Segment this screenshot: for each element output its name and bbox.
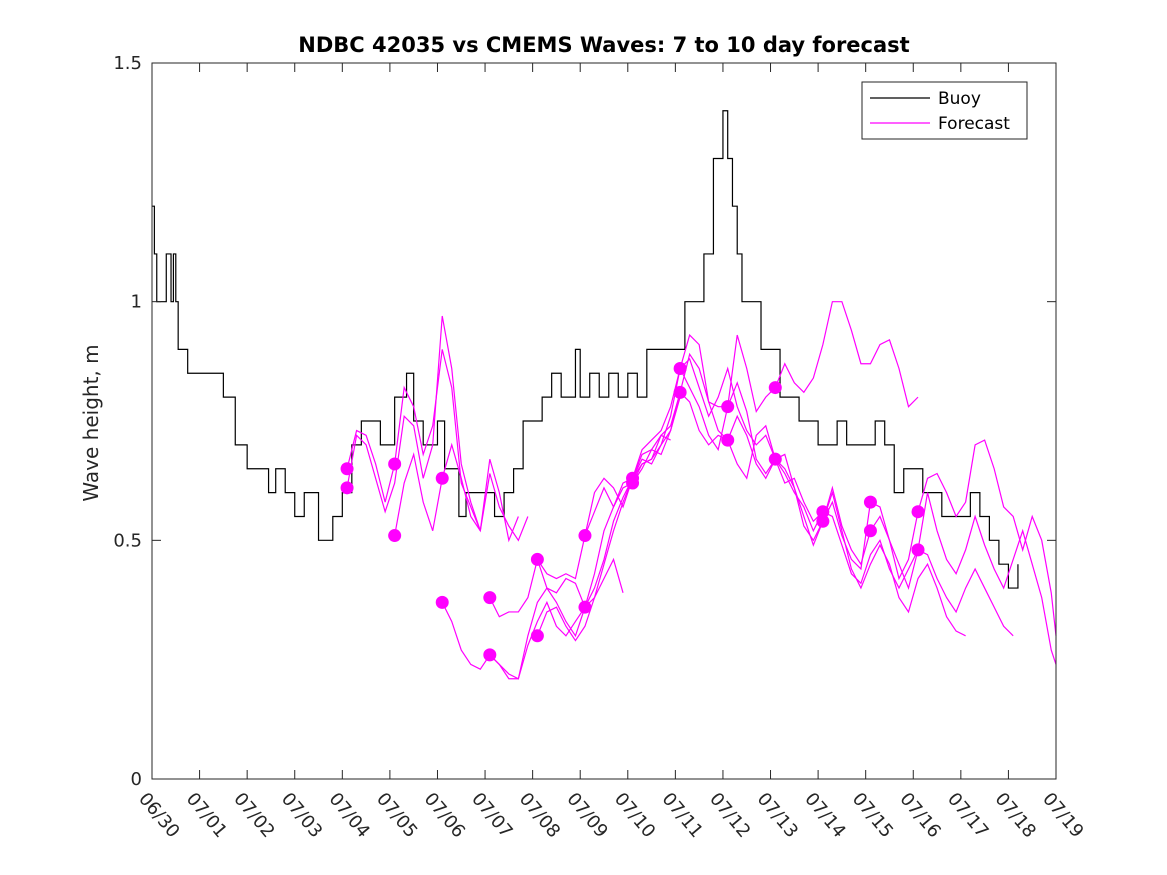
forecast-start-marker — [388, 529, 402, 543]
forecast-start-marker — [911, 543, 925, 557]
x-tick-label: 07/01 — [182, 789, 231, 842]
forecast-run-line-13 — [774, 458, 1014, 637]
forecast-start-marker — [435, 471, 449, 485]
x-tick-label: 07/03 — [277, 789, 326, 842]
forecast-run-line-5 — [489, 434, 671, 618]
x-tick-label: 07/15 — [848, 789, 897, 842]
forecast-run-line-10 — [632, 352, 872, 566]
forecast-start-marker — [863, 495, 877, 509]
forecast-start-marker — [483, 591, 497, 605]
x-tick-label: 07/09 — [562, 789, 611, 842]
legend: Buoy Forecast — [861, 81, 1028, 140]
forecast-start-marker — [483, 648, 497, 662]
forecast-start-marker — [911, 505, 925, 519]
forecast-start-marker — [863, 524, 877, 538]
forecast-start-marker — [530, 629, 544, 643]
forecast-run-line-3 — [394, 442, 529, 542]
axes-frame — [151, 62, 1057, 780]
x-tick-label: 07/16 — [895, 789, 944, 842]
forecast-start-marker — [340, 462, 354, 476]
forecast-run-line-12 — [727, 414, 966, 637]
plot-background — [152, 63, 1056, 779]
forecast-start-marker — [816, 505, 830, 519]
forecast-start-marker — [578, 600, 592, 614]
x-tick-label: 07/07 — [467, 789, 516, 842]
x-tick-label: 06/30 — [134, 789, 183, 842]
x-tick-label: 07/13 — [753, 789, 802, 842]
forecast-start-marker — [578, 529, 592, 543]
forecast-run-line-11 — [679, 301, 919, 452]
buoy-series-line — [152, 110, 1019, 589]
x-tick-label: 07/05 — [372, 789, 421, 842]
forecast-start-marker — [768, 381, 782, 395]
x-tick-label: 07/12 — [705, 789, 754, 842]
forecast-run-line-14 — [822, 439, 1057, 636]
forecast-run-line-15 — [869, 492, 1057, 665]
forecast-run-line-4 — [441, 557, 624, 680]
y-tick-label: 1.5 — [113, 53, 142, 74]
forecast-start-marker — [673, 361, 687, 375]
x-tick-label: 07/11 — [658, 789, 707, 842]
data-layer — [152, 63, 1057, 779]
forecast-start-marker — [388, 457, 402, 471]
x-tick-label: 07/02 — [229, 789, 278, 842]
y-axis-label: Wave height, m — [79, 344, 103, 501]
forecast-start-marker — [816, 514, 830, 528]
forecast-start-marker — [673, 385, 687, 399]
forecast-start-marker — [340, 481, 354, 495]
legend-label-2: Forecast — [938, 114, 1010, 134]
x-tick-label: 07/04 — [324, 789, 373, 842]
forecast-start-marker — [530, 552, 544, 566]
x-tick-label: 07/08 — [515, 789, 564, 842]
y-tick-label: 0 — [131, 769, 142, 790]
x-tick-label: 07/17 — [943, 789, 992, 842]
forecast-start-marker — [435, 595, 449, 609]
forecast-start-marker — [721, 400, 735, 414]
y-tick-label: 1 — [131, 292, 142, 313]
legend-box — [861, 81, 1028, 140]
forecast-start-marker — [721, 433, 735, 447]
x-tick-label: 07/18 — [991, 789, 1040, 842]
x-tick-label: 07/10 — [610, 789, 659, 842]
forecast-run-line-9 — [584, 333, 824, 536]
x-tick-label: 07/06 — [420, 789, 469, 842]
forecast-run-line-2 — [346, 315, 519, 543]
chart-title: NDBC 42035 vs CMEMS Waves: 7 to 10 day f… — [298, 33, 909, 57]
legend-label-1: Buoy — [938, 89, 981, 109]
x-tick-label: 07/14 — [800, 789, 849, 842]
forecast-run-line-1 — [346, 349, 481, 532]
x-tick-label: 07/19 — [1038, 789, 1087, 842]
forecast-start-marker — [768, 452, 782, 466]
forecast-start-marker — [626, 476, 640, 490]
y-tick-label: 0.5 — [113, 530, 142, 551]
